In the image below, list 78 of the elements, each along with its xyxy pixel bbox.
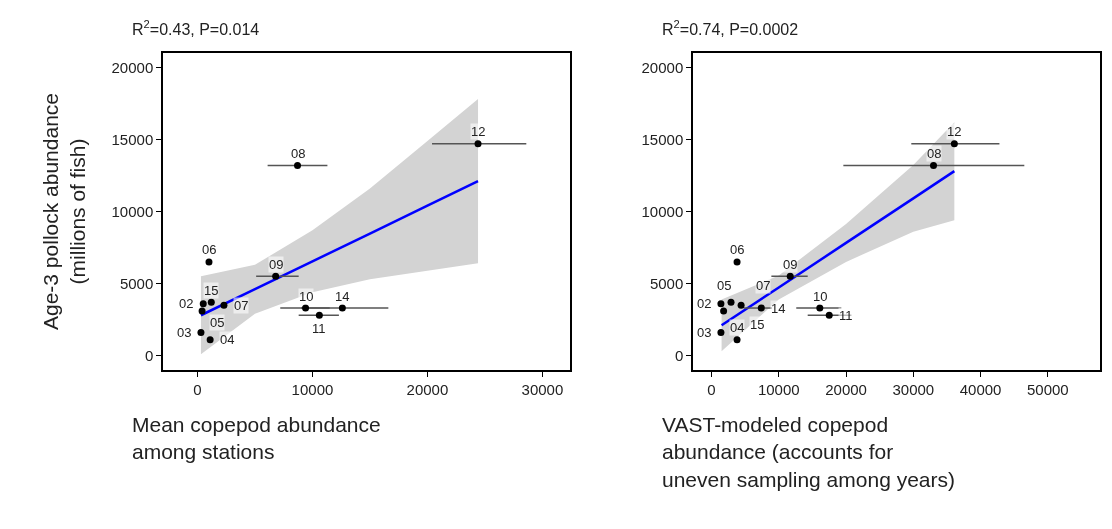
x-tick-label: 10000 <box>757 380 800 398</box>
annotation: 02 <box>179 296 194 311</box>
x-tick-label: 30000 <box>892 380 935 398</box>
y-tick-label: 5000 <box>649 274 684 292</box>
y-tick-label: 5000 <box>119 274 154 292</box>
annotation: 14 <box>335 289 350 304</box>
annotation: 03 <box>697 325 712 340</box>
point <box>198 307 206 315</box>
point <box>930 161 937 169</box>
y-axis-title: Age-3 pollock abundance (millions of fish) <box>38 92 90 331</box>
x-tick-label: 40000 <box>959 380 1002 398</box>
point <box>294 161 302 169</box>
point <box>757 304 765 312</box>
point <box>197 329 205 337</box>
chart-title: R$^{2}$=0.74, P=0.0002 <box>662 18 799 38</box>
x-tick-label: 20000 <box>406 380 449 398</box>
y-tick-label: 10000 <box>111 202 154 220</box>
annotation: 12 <box>471 124 486 139</box>
x-axis-title: VAST-modeled copepod abundance (accounts for uneven sampling among years) <box>662 413 955 491</box>
annotation: 11 <box>839 308 853 323</box>
point <box>338 304 346 312</box>
point <box>737 301 745 309</box>
annotation: 08 <box>927 146 942 161</box>
annotation: 08 <box>291 146 306 161</box>
point <box>205 258 213 266</box>
annotation: 05 <box>210 315 225 330</box>
annotation: 10 <box>299 289 314 304</box>
y-tick-label: 15000 <box>641 130 684 148</box>
point <box>199 300 207 308</box>
point <box>206 336 214 344</box>
y-tick-label: 15000 <box>111 130 154 148</box>
y-tick-label: 0 <box>674 346 684 364</box>
x-tick-label: 10000 <box>291 380 334 398</box>
annotation: 10 <box>813 289 828 304</box>
annotation: 07 <box>234 298 249 313</box>
annotation: 12 <box>947 124 962 139</box>
point <box>220 301 228 309</box>
annotation: 15 <box>750 317 765 332</box>
x-tick-label: 20000 <box>825 380 867 398</box>
annotation: 15 <box>204 283 219 298</box>
x-tick-label: 0 <box>707 380 716 398</box>
chart-title: R$^{2}$=0.43, P=0.014 <box>132 18 260 38</box>
annotation: 02 <box>697 296 712 311</box>
point <box>720 307 728 315</box>
annotation: 11 <box>312 321 326 336</box>
annotation: 14 <box>771 301 786 316</box>
point <box>717 329 725 337</box>
line-series <box>199 179 480 317</box>
annotation: 09 <box>783 257 798 272</box>
annotation: 05 <box>717 278 732 293</box>
x-tick-label: 30000 <box>521 380 564 398</box>
point <box>786 272 794 280</box>
point <box>825 311 833 319</box>
point <box>733 258 741 266</box>
annotation: 06 <box>202 242 217 257</box>
annotation: 03 <box>177 325 192 340</box>
point <box>315 311 323 319</box>
point <box>950 140 958 148</box>
x-axis-title: Mean copepod abundance among stations <box>132 413 381 464</box>
annotation: 04 <box>220 332 235 347</box>
y-tick-label: 20000 <box>111 58 154 76</box>
x-tick-label: 50000 <box>1027 380 1069 398</box>
y-tick-label: 10000 <box>641 202 684 220</box>
point <box>733 336 741 344</box>
point <box>207 298 215 306</box>
point <box>474 140 482 148</box>
point <box>816 304 824 312</box>
annotation: 04 <box>730 320 745 335</box>
annotation: 06 <box>730 242 745 257</box>
x-tick-label: 0 <box>193 380 202 398</box>
annotation: 09 <box>269 257 284 272</box>
y-tick-label: 0 <box>144 346 154 364</box>
y-tick-label: 20000 <box>641 58 684 76</box>
annotation: 07 <box>756 278 771 293</box>
point <box>272 272 280 280</box>
point <box>727 298 735 306</box>
point <box>717 300 725 308</box>
point <box>302 304 310 312</box>
